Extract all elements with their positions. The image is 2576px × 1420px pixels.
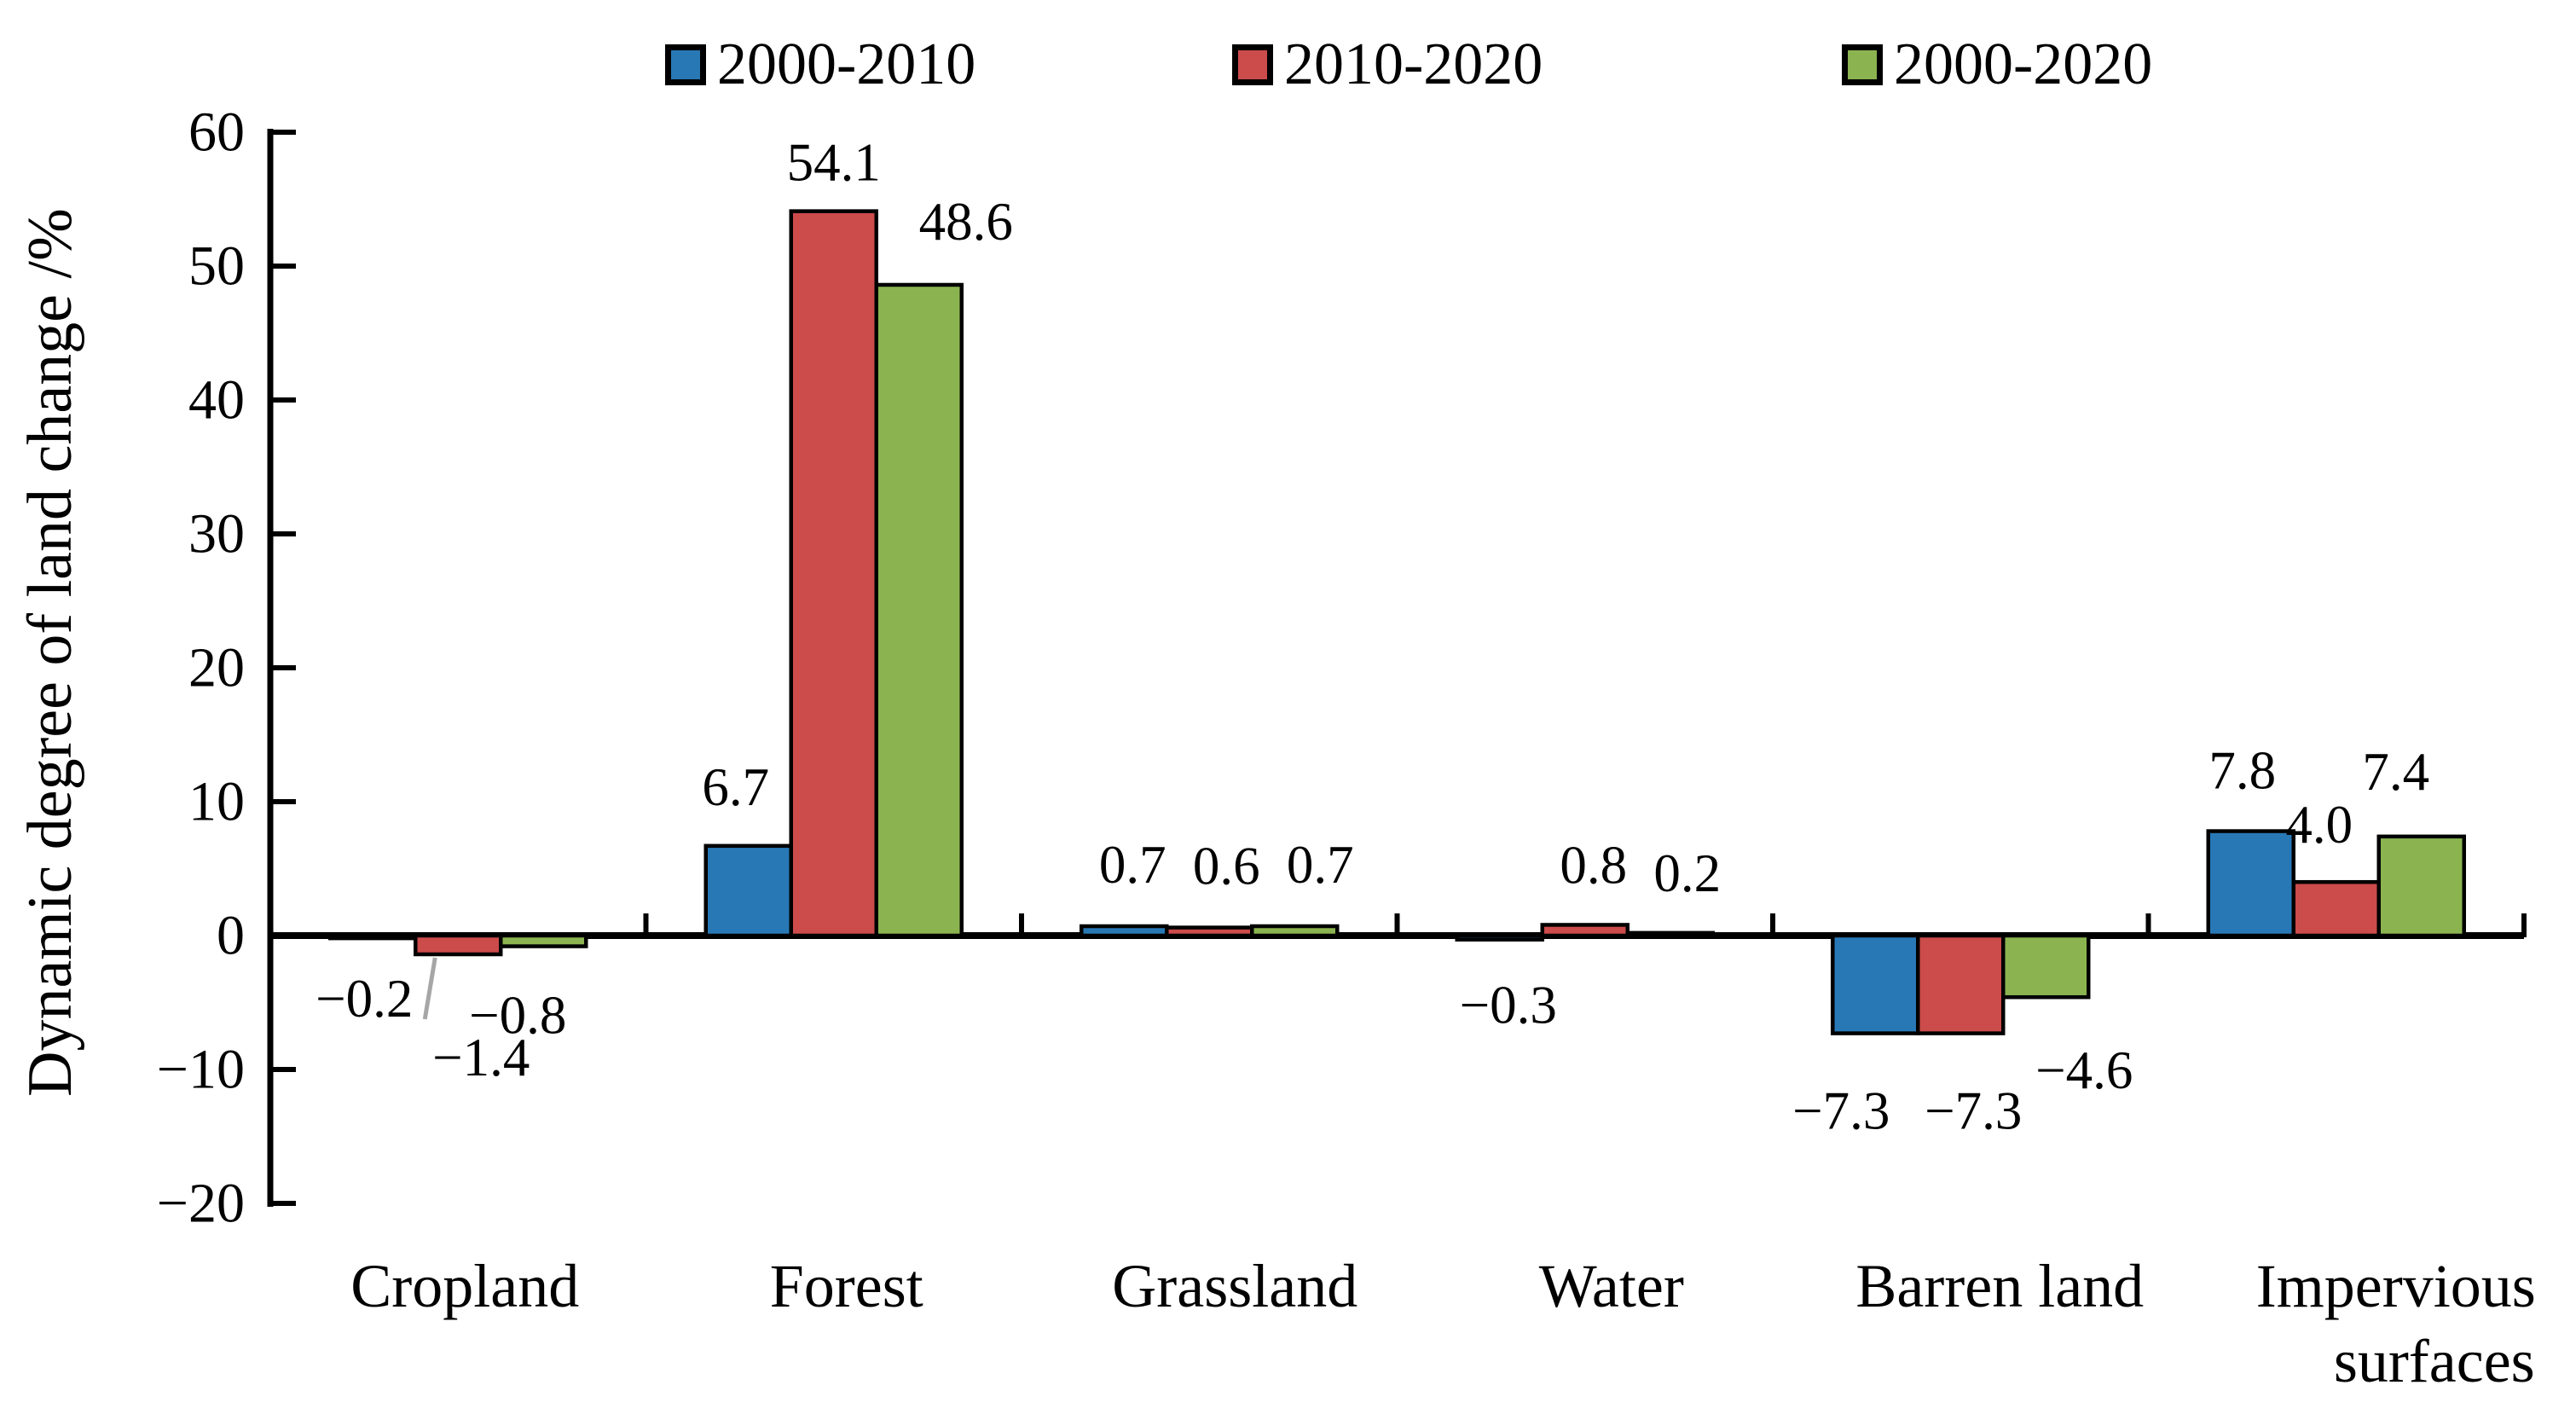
bar-value-label: 0.6 xyxy=(1193,837,1260,896)
bar-2000-2010-cropland xyxy=(328,933,418,941)
bar-2000-2010-water xyxy=(1455,933,1544,942)
bar-2010-2020-forest xyxy=(789,209,878,938)
category-label: Barren land xyxy=(1855,1252,2144,1320)
bar-value-label: −7.3 xyxy=(1792,1081,1890,1141)
category-label: Impervious xyxy=(2256,1252,2536,1320)
y-tick-label: 40 xyxy=(188,369,245,432)
y-tick-label: 10 xyxy=(188,771,245,833)
bar-2000-2020-grassland xyxy=(1250,924,1340,938)
bar-value-label: 6.7 xyxy=(702,757,769,817)
legend-label: 2000-2020 xyxy=(1894,32,2153,97)
legend: 2000-2010 2010-2020 2000-2020 xyxy=(0,24,2576,106)
bar-2010-2020-grassland xyxy=(1165,925,1254,938)
bar-value-label: 4.0 xyxy=(2285,795,2353,855)
bar-2010-2020-cropland xyxy=(414,933,503,957)
bar-2000-2010-barren-land xyxy=(1831,933,1920,1035)
bar-2000-2010-impervious-surfaces xyxy=(2206,829,2295,938)
bar-value-label: −1.4 xyxy=(432,1028,530,1087)
bar-value-label: 0.7 xyxy=(1099,835,1166,895)
bar-value-label: 48.6 xyxy=(919,192,1013,252)
y-tick-label: 50 xyxy=(188,235,245,298)
category-label: Water xyxy=(1539,1252,1684,1320)
legend-label: 2010-2020 xyxy=(1284,32,1543,97)
bar-value-label: 0.2 xyxy=(1653,843,1721,903)
bar-value-label: −7.3 xyxy=(1925,1081,2022,1141)
category-label: Cropland xyxy=(350,1252,579,1320)
bar-value-label: −0.3 xyxy=(1460,976,1557,1035)
y-tick-label: −20 xyxy=(157,1173,245,1235)
legend-item-2000-2010: 2000-2010 xyxy=(665,24,975,106)
y-tick-label: 20 xyxy=(188,637,245,699)
bar-2010-2020-barren-land xyxy=(1916,933,2006,1035)
bar-value-label: −0.2 xyxy=(315,969,413,1029)
y-tick-label: 30 xyxy=(188,503,245,565)
legend-swatch-blue xyxy=(665,44,706,85)
category-label: Grassland xyxy=(1112,1252,1357,1320)
legend-label: 2000-2010 xyxy=(717,32,976,97)
bar-value-label: −0.8 xyxy=(469,986,566,1046)
bar-value-label: 7.4 xyxy=(2362,742,2429,802)
bar-2000-2020-impervious-surfaces xyxy=(2376,834,2466,938)
category-label: Forest xyxy=(770,1252,923,1320)
bar-2000-2020-barren-land xyxy=(2001,933,2091,1000)
legend-item-2010-2020: 2010-2020 xyxy=(1232,24,1543,106)
bar-value-label: 7.8 xyxy=(2208,741,2276,801)
category-label: surfaces xyxy=(2334,1327,2535,1395)
legend-swatch-green xyxy=(1842,44,1883,85)
bar-2000-2010-forest xyxy=(703,843,793,938)
y-tick-label: 0 xyxy=(217,905,245,967)
bar-2000-2020-water xyxy=(1625,930,1715,938)
legend-item-2000-2020: 2000-2020 xyxy=(1842,24,2152,106)
bar-2000-2020-forest xyxy=(874,282,964,938)
y-tick-label: 60 xyxy=(188,101,245,164)
bar-2010-2020-impervious-surfaces xyxy=(2291,879,2381,938)
value-label-leader-line xyxy=(422,957,437,1020)
legend-swatch-red xyxy=(1232,44,1273,85)
bar-2000-2020-cropland xyxy=(499,933,588,948)
bar-2000-2010-grassland xyxy=(1080,924,1169,938)
bar-value-label: 0.7 xyxy=(1287,835,1354,895)
bar-value-label: 0.8 xyxy=(1560,835,1627,895)
bar-2010-2020-water xyxy=(1540,923,1630,938)
bar-value-label: −4.6 xyxy=(2035,1040,2133,1100)
y-tick-label: −10 xyxy=(157,1039,245,1101)
bar-value-label: 54.1 xyxy=(787,133,881,193)
